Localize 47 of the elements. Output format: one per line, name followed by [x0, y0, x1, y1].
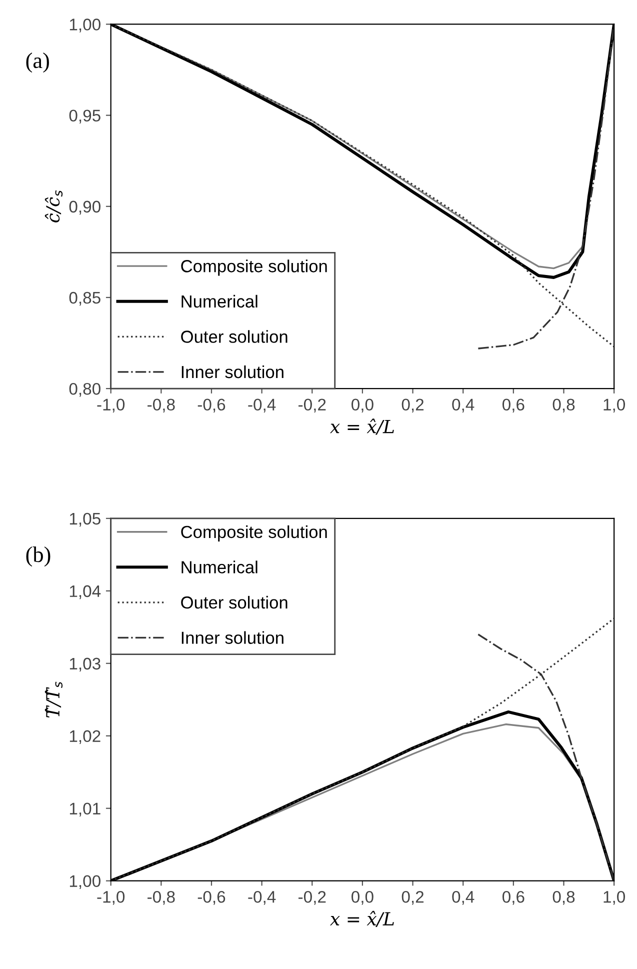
x-tick-label: -1,0	[97, 398, 125, 412]
legend-label: Composite solution	[181, 260, 327, 276]
y-tick-label: 0,95	[69, 110, 100, 124]
x-tick-label: -0,6	[198, 890, 226, 905]
x-tick-label: -0,4	[248, 890, 276, 905]
text: (b)	[26, 546, 50, 567]
y-tick-label: 1,04	[70, 585, 101, 600]
x-tick-label: 0,8	[552, 398, 575, 412]
x-tick-label: 0,6	[502, 398, 524, 412]
x-tick-label: -0,4	[248, 398, 276, 412]
x-tick-label: 0,0	[352, 398, 374, 412]
legend-label: Outer solution	[181, 330, 288, 343]
x-tick-label: -0,6	[198, 398, 226, 412]
x-tick-label: 1,0	[604, 890, 625, 905]
x-tick-label: 0,6	[502, 890, 524, 905]
text: (a)	[26, 52, 49, 73]
y-tick-label: 1,01	[70, 802, 100, 817]
legend-label: Numerical	[182, 560, 258, 574]
y-axis-title: ĉ/ĉ$_{s}$	[44, 190, 63, 222]
x-tick-label: 0,4	[452, 398, 474, 412]
y-tick-label: 1,02	[70, 730, 100, 744]
legend-label: Outer solution	[181, 596, 288, 609]
x-tick-label: 0,2	[402, 890, 424, 905]
legend-label: Numerical	[182, 294, 258, 308]
x-tick-label: -0,2	[298, 398, 326, 412]
y-tick-label: 1,03	[70, 658, 100, 672]
x-tick-label: -0,8	[148, 398, 175, 412]
y-tick-label: 1,00	[70, 18, 100, 32]
x-tick-label: 0,4	[452, 890, 474, 905]
x-tick-label: 0,2	[402, 398, 424, 412]
legend-label: Composite solution	[181, 525, 327, 542]
x-tick-label: 1,0	[604, 398, 625, 412]
y-tick-label: 1,00	[70, 875, 100, 889]
y-tick-label: 1,05	[70, 512, 100, 527]
x-tick-label: 0,8	[552, 890, 575, 905]
y-tick-label: 0,90	[69, 200, 100, 215]
legend-label: Inner solution	[182, 631, 284, 644]
x-tick-label: -0,8	[148, 890, 175, 905]
x-axis-title: x = x̂/L	[330, 418, 394, 435]
y-axis-title: T̂/T̂$_{s}$	[44, 682, 63, 718]
x-tick-label: -1,0	[97, 890, 125, 905]
y-tick-label: 0,80	[69, 382, 100, 397]
x-tick-label: -0,2	[298, 890, 326, 905]
x-axis-title: x = x̂/L	[330, 910, 394, 928]
x-tick-label: 0,0	[352, 890, 374, 905]
y-tick-label: 0,85	[69, 292, 100, 306]
legend-label: Inner solution	[182, 365, 284, 378]
